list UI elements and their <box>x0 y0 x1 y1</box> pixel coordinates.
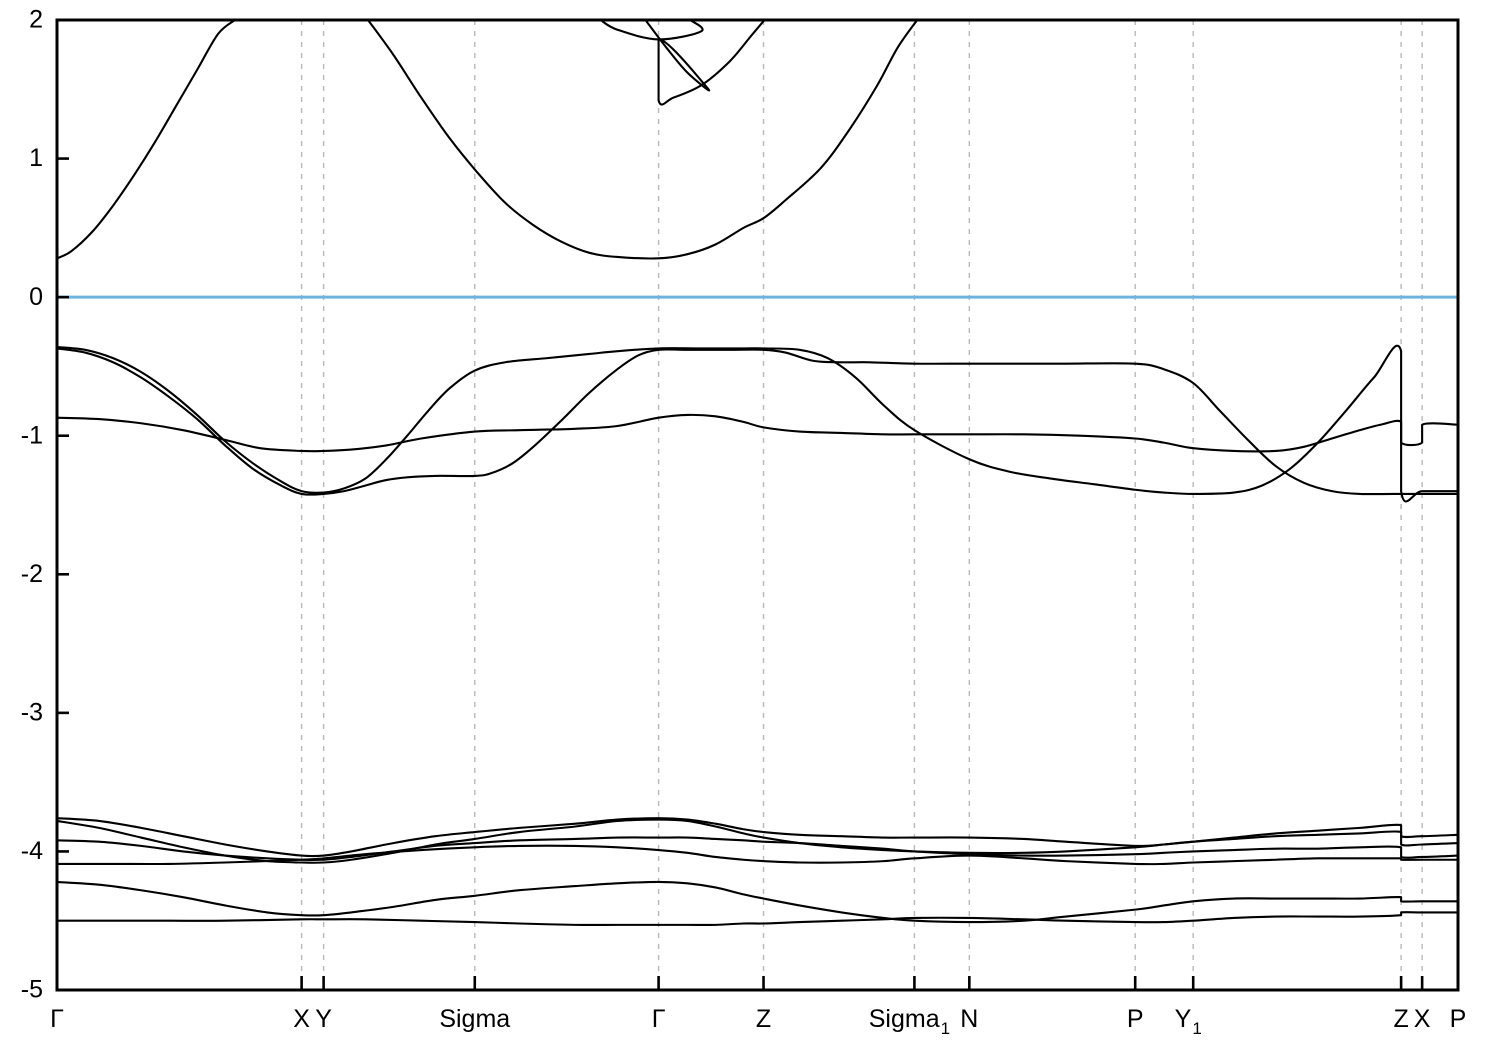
band-curve-deep-band-5 <box>57 880 1458 924</box>
band-curve-deep-band-4 <box>57 844 1458 866</box>
y-tick-label--4: -4 <box>21 837 43 865</box>
x-tick-label-n: N <box>960 1005 978 1033</box>
svg-text:X: X <box>293 1005 310 1033</box>
svg-text:Γ: Γ <box>652 1005 666 1033</box>
y-tick-label--1: -1 <box>21 421 43 449</box>
y-tick-label-1: 1 <box>29 144 43 172</box>
x-tick-label-p: P <box>1450 1005 1467 1033</box>
band-curve-deep-band-1 <box>57 817 1458 858</box>
band-curves <box>57 20 1458 927</box>
x-tick-label-y1: Y1 <box>1175 1005 1202 1038</box>
x-tick-label-z: Z <box>1393 1005 1408 1033</box>
band-curve-conduction-band-1 <box>57 20 919 260</box>
x-tick-label-sigma: Sigma <box>439 1005 510 1033</box>
svg-text:Z: Z <box>1393 1005 1408 1033</box>
plot-frame <box>55 18 1460 992</box>
svg-text:Z: Z <box>756 1005 771 1033</box>
x-tick-label-x: X <box>1414 1005 1431 1033</box>
y-tick-label--2: -2 <box>21 560 43 588</box>
band-curve-conduction-band-2 <box>644 20 766 106</box>
tick-marks <box>57 157 1424 990</box>
x-tick-label-γ: Γ <box>50 1005 64 1033</box>
y-tick-label-2: 2 <box>29 6 43 34</box>
svg-text:Sigma: Sigma <box>439 1005 510 1033</box>
x-tick-label-sigma1: Sigma1 <box>869 1005 950 1038</box>
svg-text:P: P <box>1127 1005 1144 1033</box>
y-axis-tick-labels: 2 1 0 -1 -2 -3 -4 -5 <box>21 6 43 1004</box>
axis-frame <box>55 18 1460 992</box>
y-tick-label-0: 0 <box>29 283 43 311</box>
x-axis-tick-labels: Γ X Y Sigma Γ Z Sigma1 N P Y1 Z X P <box>50 1005 1466 1038</box>
x-tick-label-y: Y <box>315 1005 332 1033</box>
svg-text:X: X <box>1414 1005 1431 1033</box>
band-curve-conduction-band-3 <box>599 20 704 41</box>
svg-text:N: N <box>960 1005 978 1033</box>
svg-text:Sigma1: Sigma1 <box>869 1005 950 1038</box>
band-curve-deep-band-2 <box>57 818 1458 864</box>
band-curve-deep-band-3 <box>57 836 1458 862</box>
y-tick-label--5: -5 <box>21 976 43 1004</box>
svg-text:Y1: Y1 <box>1175 1005 1202 1038</box>
bands-layer <box>57 20 1458 927</box>
svg-text:Y: Y <box>315 1005 332 1033</box>
band-curve-valence-band-2 <box>57 347 1458 496</box>
band-curve-deep-band-6 <box>57 911 1458 927</box>
y-tick-label--3: -3 <box>21 698 43 726</box>
x-tick-label-x: X <box>293 1005 310 1033</box>
svg-text:Γ: Γ <box>50 1005 64 1033</box>
band-curve-valence-band-1 <box>57 344 1458 503</box>
x-tick-label-γ: Γ <box>652 1005 666 1033</box>
x-tick-label-p: P <box>1127 1005 1144 1033</box>
svg-text:P: P <box>1450 1005 1467 1033</box>
grid-layer <box>300 20 1423 990</box>
x-tick-label-z: Z <box>756 1005 771 1033</box>
band-curve-valence-band-3 <box>57 413 1458 453</box>
